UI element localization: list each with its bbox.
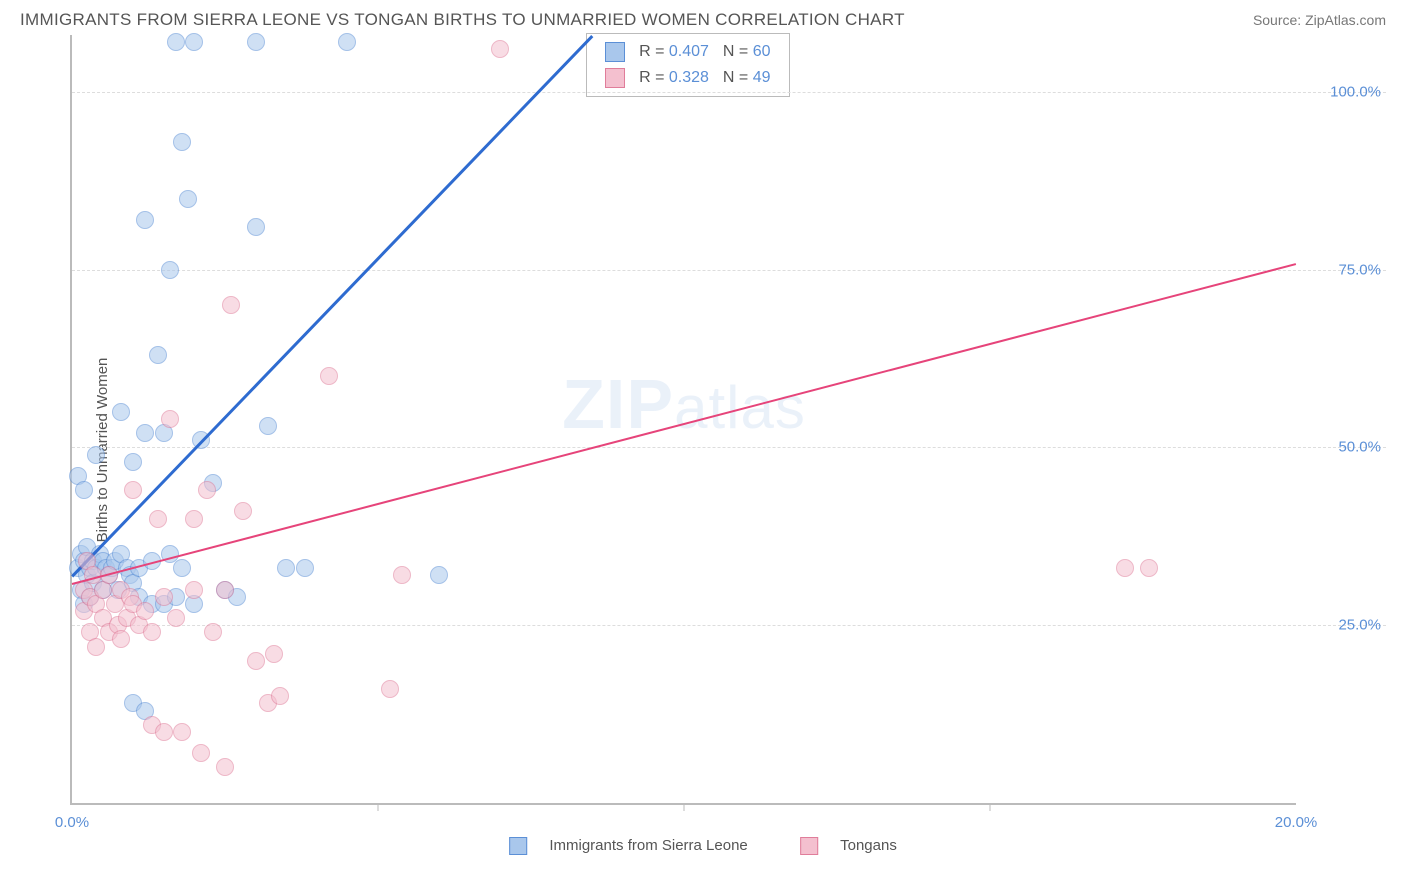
legend-swatch-1 xyxy=(605,42,625,62)
y-tick-label: 50.0% xyxy=(1338,439,1381,456)
data-point xyxy=(173,559,191,577)
x-minor-tick xyxy=(684,803,685,811)
data-point xyxy=(204,623,222,641)
data-point xyxy=(185,510,203,528)
legend-n-label-1: N = xyxy=(723,43,748,60)
data-point xyxy=(161,261,179,279)
x-tick-label: 0.0% xyxy=(55,814,89,831)
bottom-legend-label-2: Tongans xyxy=(840,837,897,854)
data-point xyxy=(198,481,216,499)
gridline xyxy=(72,447,1386,448)
data-point xyxy=(192,744,210,762)
y-tick-label: 75.0% xyxy=(1338,261,1381,278)
data-point xyxy=(112,630,130,648)
data-point xyxy=(161,410,179,428)
bottom-legend-label-1: Immigrants from Sierra Leone xyxy=(549,837,747,854)
data-point xyxy=(277,559,295,577)
legend-n-value-1: 60 xyxy=(753,43,771,60)
x-minor-tick xyxy=(378,803,379,811)
data-point xyxy=(136,211,154,229)
data-point xyxy=(185,581,203,599)
data-point xyxy=(1116,559,1134,577)
data-point xyxy=(173,723,191,741)
data-point xyxy=(430,566,448,584)
data-point xyxy=(179,190,197,208)
data-point xyxy=(124,481,142,499)
data-point xyxy=(247,218,265,236)
x-tick-label: 20.0% xyxy=(1275,814,1318,831)
data-point xyxy=(216,581,234,599)
data-point xyxy=(338,33,356,51)
title-row: IMMIGRANTS FROM SIERRA LEONE VS TONGAN B… xyxy=(20,10,1386,35)
data-point xyxy=(155,723,173,741)
watermark: ZIPatlas xyxy=(562,364,806,444)
data-point xyxy=(222,296,240,314)
bottom-swatch-1 xyxy=(509,837,527,855)
y-tick-label: 25.0% xyxy=(1338,617,1381,634)
data-point xyxy=(234,502,252,520)
legend-r-value-2: 0.328 xyxy=(669,69,709,86)
legend-row-2: R = 0.328 N = 49 xyxy=(599,66,776,90)
data-point xyxy=(87,638,105,656)
data-point xyxy=(271,687,289,705)
source-attribution: Source: ZipAtlas.com xyxy=(1253,12,1386,28)
data-point xyxy=(143,623,161,641)
data-point xyxy=(136,602,154,620)
legend-r-value-1: 0.407 xyxy=(669,43,709,60)
data-point xyxy=(259,417,277,435)
data-point xyxy=(75,481,93,499)
data-point xyxy=(155,588,173,606)
bottom-legend: Immigrants from Sierra Leone Tongans xyxy=(485,837,921,855)
data-point xyxy=(320,367,338,385)
data-point xyxy=(87,446,105,464)
data-point xyxy=(491,40,509,58)
legend-n-label-2: N = xyxy=(723,69,748,86)
data-point xyxy=(247,652,265,670)
gridline xyxy=(72,625,1386,626)
bottom-legend-item-1: Immigrants from Sierra Leone xyxy=(497,837,764,854)
data-point xyxy=(393,566,411,584)
legend-r-label-2: R = xyxy=(639,69,664,86)
data-point xyxy=(167,609,185,627)
data-point xyxy=(124,453,142,471)
y-tick-label: 100.0% xyxy=(1330,83,1381,100)
legend-table: R = 0.407 N = 60 R = 0.328 N = 49 xyxy=(597,38,778,92)
data-point xyxy=(1140,559,1158,577)
gridline xyxy=(72,92,1386,93)
legend-swatch-2 xyxy=(605,68,625,88)
data-point xyxy=(381,680,399,698)
plot-wrap: Births to Unmarried Women ZIPatlas R = 0… xyxy=(20,35,1386,865)
data-point xyxy=(247,33,265,51)
data-point xyxy=(296,559,314,577)
data-point xyxy=(173,133,191,151)
gridline xyxy=(72,270,1386,271)
data-point xyxy=(216,758,234,776)
bottom-legend-item-2: Tongans xyxy=(788,837,909,854)
x-minor-tick xyxy=(990,803,991,811)
chart-container: IMMIGRANTS FROM SIERRA LEONE VS TONGAN B… xyxy=(0,0,1406,892)
legend-r-label-1: R = xyxy=(639,43,664,60)
correlation-legend: R = 0.407 N = 60 R = 0.328 N = 49 xyxy=(586,33,789,97)
bottom-swatch-2 xyxy=(800,837,818,855)
plot-area: ZIPatlas R = 0.407 N = 60 R = 0.3 xyxy=(70,35,1296,805)
data-point xyxy=(265,645,283,663)
data-point xyxy=(136,424,154,442)
chart-title: IMMIGRANTS FROM SIERRA LEONE VS TONGAN B… xyxy=(20,10,905,30)
data-point xyxy=(149,510,167,528)
legend-row-1: R = 0.407 N = 60 xyxy=(599,40,776,64)
regression-line xyxy=(72,263,1296,585)
data-point xyxy=(185,33,203,51)
regression-line xyxy=(71,35,593,577)
data-point xyxy=(167,33,185,51)
data-point xyxy=(112,403,130,421)
data-point xyxy=(149,346,167,364)
legend-n-value-2: 49 xyxy=(753,69,771,86)
